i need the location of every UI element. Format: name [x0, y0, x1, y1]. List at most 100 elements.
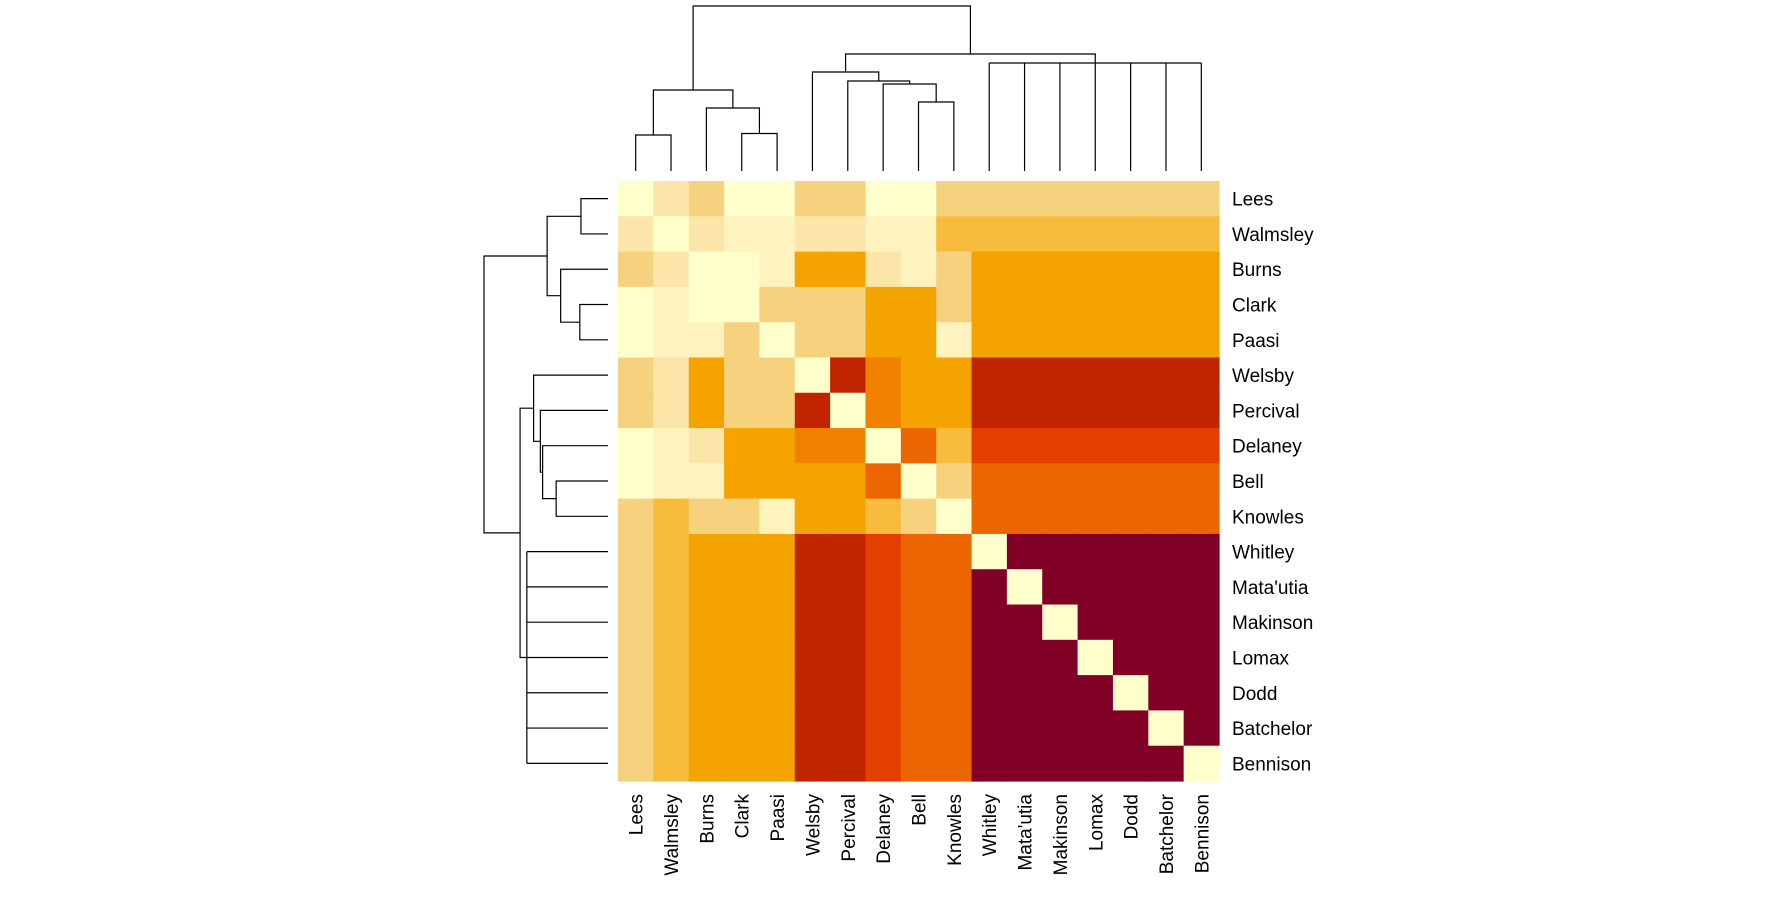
- heatmap-cell: [1183, 498, 1220, 535]
- heatmap-cell: [759, 392, 796, 429]
- heatmap-cell: [830, 675, 867, 712]
- heatmap-cell: [653, 181, 690, 217]
- heatmap-cell: [936, 639, 973, 676]
- heatmap-cell: [1006, 286, 1043, 323]
- column-label: Paasi: [768, 794, 789, 842]
- heatmap-cell: [1112, 639, 1149, 676]
- heatmap-cell: [618, 498, 654, 535]
- heatmap-cell: [1042, 675, 1079, 712]
- heatmap-cell: [1148, 533, 1185, 570]
- heatmap-cell: [653, 710, 690, 747]
- heatmap-cell: [900, 639, 937, 676]
- heatmap-cell: [759, 498, 796, 535]
- heatmap-cell: [900, 357, 937, 394]
- heatmap-cell: [830, 604, 867, 641]
- heatmap-cell: [618, 322, 654, 359]
- heatmap-cell: [1112, 675, 1149, 712]
- heatmap-cell: [1042, 357, 1079, 394]
- heatmap-cell: [724, 251, 761, 288]
- heatmap-cell: [1112, 498, 1149, 535]
- heatmap-cell: [900, 392, 937, 429]
- heatmap-cell: [1042, 392, 1079, 429]
- row-label: Dodd: [1232, 684, 1277, 705]
- heatmap-cell: [1112, 533, 1149, 570]
- row-label: Lomax: [1232, 648, 1290, 669]
- heatmap-cell: [830, 569, 867, 606]
- heatmap-cell: [971, 181, 1008, 217]
- heatmap-cell: [794, 216, 831, 253]
- row-label: Bennison: [1232, 754, 1311, 775]
- heatmap-cell: [1042, 569, 1079, 606]
- heatmap-cell: [759, 463, 796, 500]
- heatmap-cell: [724, 357, 761, 394]
- heatmap-cell: [1148, 181, 1185, 217]
- heatmap-cell: [1112, 428, 1149, 464]
- heatmap-cell: [618, 463, 654, 500]
- heatmap-cell: [759, 710, 796, 747]
- heatmap-cell: [1148, 286, 1185, 323]
- row-label: Batchelor: [1232, 719, 1313, 740]
- heatmap-cell: [830, 322, 867, 359]
- heatmap-cell: [1112, 392, 1149, 429]
- column-label: Bennison: [1192, 794, 1213, 873]
- heatmap-cell: [618, 710, 654, 747]
- heatmap-cell: [1148, 675, 1185, 712]
- heatmap-cell: [759, 216, 796, 253]
- heatmap-cell: [1112, 357, 1149, 394]
- column-label: Bell: [910, 794, 931, 826]
- heatmap-cell: [1077, 498, 1114, 535]
- column-label: Mata'utia: [1016, 794, 1037, 871]
- column-label: Welsby: [803, 794, 824, 856]
- heatmap-cell: [759, 428, 796, 464]
- heatmap-cell: [1042, 745, 1079, 782]
- heatmap-cell: [794, 498, 831, 535]
- heatmap-cell: [1112, 745, 1149, 782]
- heatmap-cell: [865, 675, 902, 712]
- heatmap-cells: [618, 181, 1220, 782]
- heatmap-cell: [1112, 569, 1149, 606]
- heatmap-cell: [794, 533, 831, 570]
- heatmap-cell: [900, 604, 937, 641]
- heatmap-cell: [1148, 498, 1185, 535]
- heatmap-cell: [900, 286, 937, 323]
- heatmap-cell: [724, 569, 761, 606]
- heatmap-cell: [653, 639, 690, 676]
- heatmap-cell: [794, 639, 831, 676]
- heatmap-cell: [1042, 639, 1079, 676]
- heatmap-cell: [1042, 181, 1079, 217]
- heatmap-cell: [971, 569, 1008, 606]
- column-label: Burns: [697, 794, 718, 844]
- heatmap-cell: [1077, 392, 1114, 429]
- heatmap-cell: [653, 533, 690, 570]
- heatmap-cell: [1148, 357, 1185, 394]
- heatmap-cell: [618, 357, 654, 394]
- row-dendrogram: [483, 198, 608, 764]
- heatmap-cell: [1006, 357, 1043, 394]
- heatmap-cell: [830, 710, 867, 747]
- heatmap-cell: [618, 569, 654, 606]
- heatmap-cell: [830, 428, 867, 464]
- heatmap-cell: [1006, 498, 1043, 535]
- heatmap-cell: [724, 498, 761, 535]
- heatmap-cell: [1077, 428, 1114, 464]
- heatmap-cell: [724, 745, 761, 782]
- heatmap-cell: [1006, 639, 1043, 676]
- heatmap-cell: [1148, 216, 1185, 253]
- heatmap-cell: [1077, 569, 1114, 606]
- heatmap-cell: [724, 675, 761, 712]
- heatmap-cell: [688, 392, 725, 429]
- column-label: Lees: [627, 794, 648, 835]
- heatmap-cell: [900, 181, 937, 217]
- heatmap-cell: [865, 463, 902, 500]
- heatmap-cell: [1183, 639, 1220, 676]
- heatmap-cell: [759, 745, 796, 782]
- heatmap-cell: [936, 675, 973, 712]
- column-label: Batchelor: [1157, 793, 1178, 874]
- heatmap-cell: [1042, 710, 1079, 747]
- heatmap-cell: [936, 251, 973, 288]
- heatmap-cell: [794, 428, 831, 464]
- column-label: Delaney: [874, 794, 895, 864]
- heatmap-cell: [1183, 286, 1220, 323]
- heatmap-cell: [1183, 428, 1220, 464]
- heatmap-cell: [1006, 569, 1043, 606]
